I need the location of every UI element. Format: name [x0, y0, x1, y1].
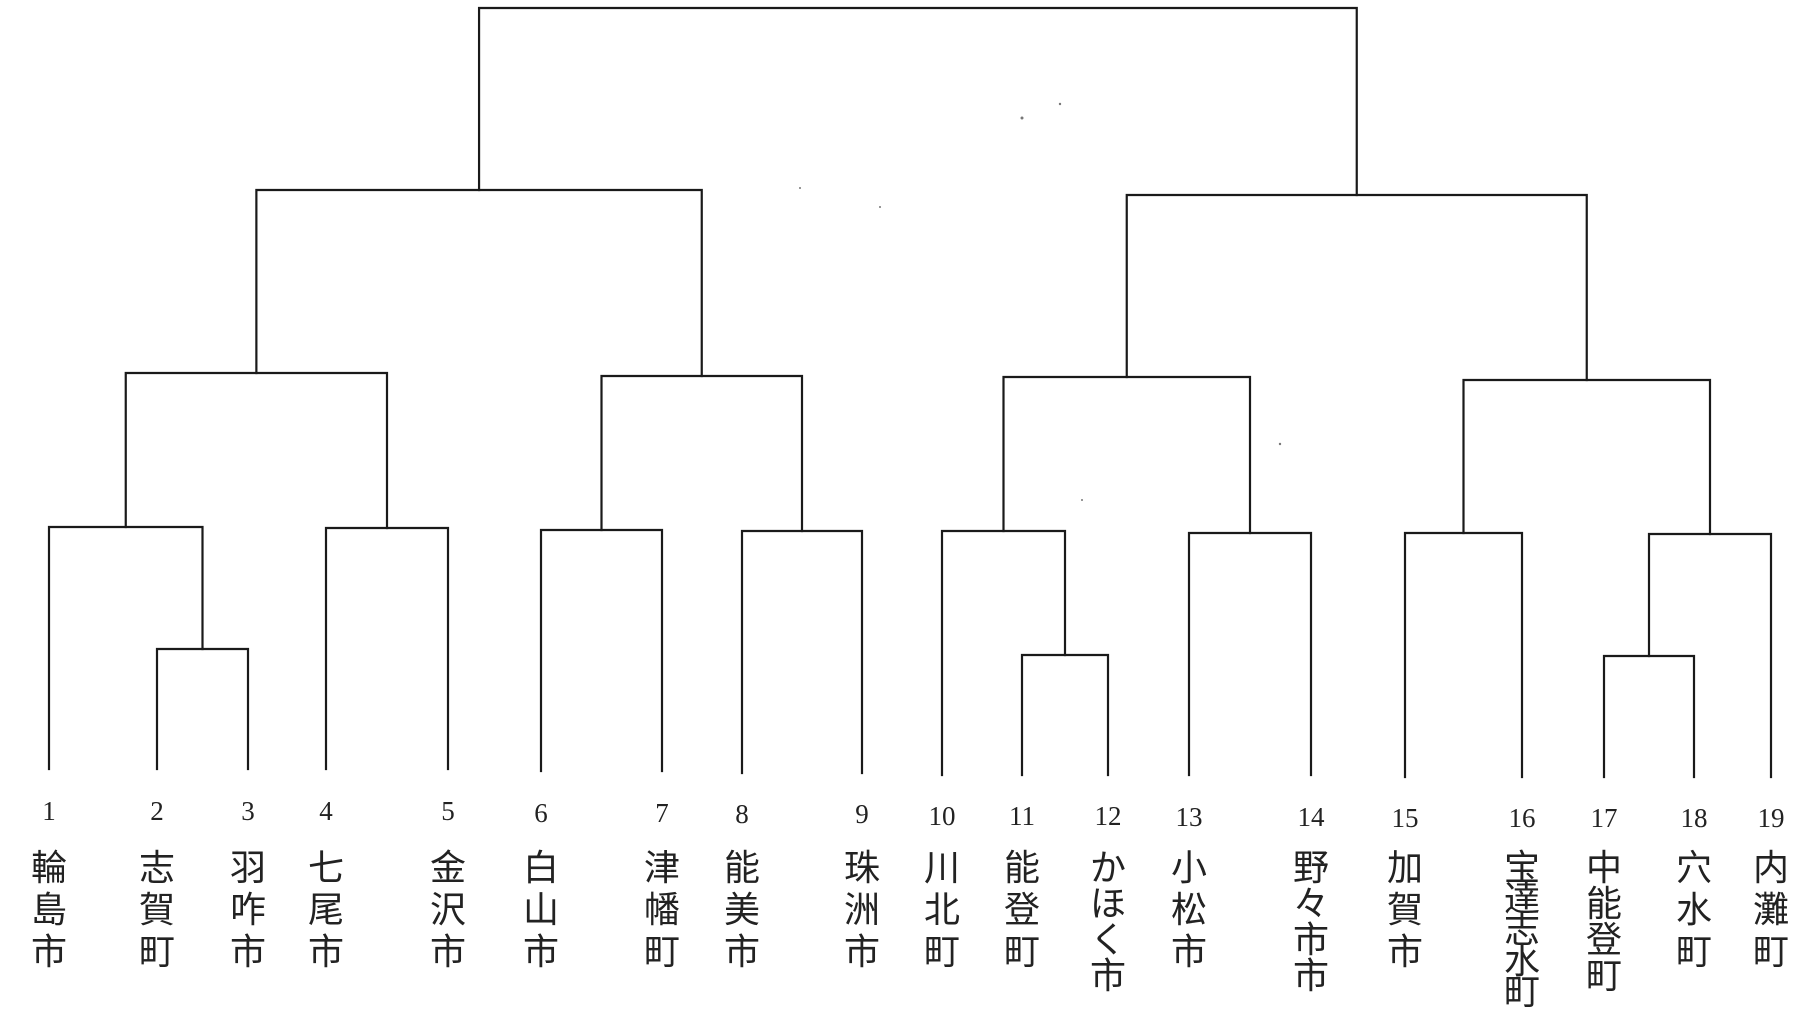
leaf-name: 内灘町	[1753, 848, 1789, 973]
dendrogram-link	[1125, 193, 1588, 382]
leaf-number: 17	[1591, 803, 1618, 833]
dendrogram-link	[539, 528, 664, 773]
scan-specks	[799, 102, 1282, 501]
leaf-number: 14	[1298, 802, 1326, 832]
dendrogram-link	[155, 647, 250, 771]
leaf-name: 能美市	[724, 848, 760, 973]
dendrogram-link	[1403, 531, 1524, 779]
dendrogram-link	[477, 6, 1358, 197]
dendrogram-link	[1187, 531, 1313, 777]
leaf-name: 津幡町	[644, 848, 680, 973]
dendrogram-link	[255, 188, 703, 378]
leaf-number: 16	[1509, 803, 1536, 833]
leaf-number: 8	[735, 799, 749, 829]
leaf-number: 3	[241, 796, 255, 826]
leaf-number: 12	[1095, 801, 1122, 831]
dendrogram-link	[1602, 654, 1696, 779]
leaf-number: 19	[1758, 803, 1785, 833]
dendrogram-link	[740, 529, 864, 775]
leaf-name: 中能登町	[1586, 848, 1622, 997]
leaf-name: 志賀町	[139, 848, 175, 973]
dendrogram-link	[1020, 653, 1110, 777]
leaf-name: かほく市	[1090, 848, 1126, 997]
leaf-number: 10	[929, 801, 956, 831]
leaf-name: 川北町	[924, 848, 960, 973]
dendrogram-link	[1462, 378, 1712, 536]
leaf-number: 13	[1176, 802, 1203, 832]
leaf-name: 穴水町	[1676, 848, 1712, 973]
dendrogram-links	[47, 6, 1773, 779]
dendrogram-link	[124, 371, 389, 530]
leaf-name: 金沢市	[430, 848, 466, 973]
leaf-number: 9	[855, 799, 869, 829]
leaf-name: 能登町	[1004, 848, 1040, 973]
leaf-number: 4	[319, 796, 333, 826]
dendrogram-link	[600, 374, 804, 533]
dendrogram-link	[940, 529, 1067, 777]
leaf-name: 白山市	[523, 848, 559, 973]
dendrogram-link	[324, 526, 450, 771]
leaf-number: 11	[1009, 801, 1035, 831]
leaf-number: 18	[1681, 803, 1708, 833]
dendrogram-link	[1002, 375, 1252, 535]
leaf-name: 宝達志水町	[1504, 848, 1540, 1013]
leaf-name: 七尾市	[308, 848, 344, 973]
leaf-labels: 1 輪島市 2 志賀町 3 羽咋市 4 七尾市 5 金沢市 6 白山市 7 津幡町 8 能美市 9 珠洲市 10 川北…	[31, 796, 1789, 1013]
leaf-name: 加賀市	[1387, 848, 1423, 973]
leaf-number: 2	[150, 796, 164, 826]
leaf-number: 15	[1392, 803, 1419, 833]
leaf-number: 1	[42, 796, 56, 826]
leaf-name: 輪島市	[31, 848, 67, 973]
leaf-name: 羽咋市	[230, 848, 266, 973]
leaf-number: 5	[441, 796, 455, 826]
leaf-number: 6	[534, 798, 548, 828]
leaf-name: 野々市市	[1293, 848, 1329, 997]
leaf-name: 小松市	[1171, 848, 1207, 973]
leaf-name: 珠洲市	[844, 848, 880, 973]
leaf-number: 7	[655, 798, 669, 828]
